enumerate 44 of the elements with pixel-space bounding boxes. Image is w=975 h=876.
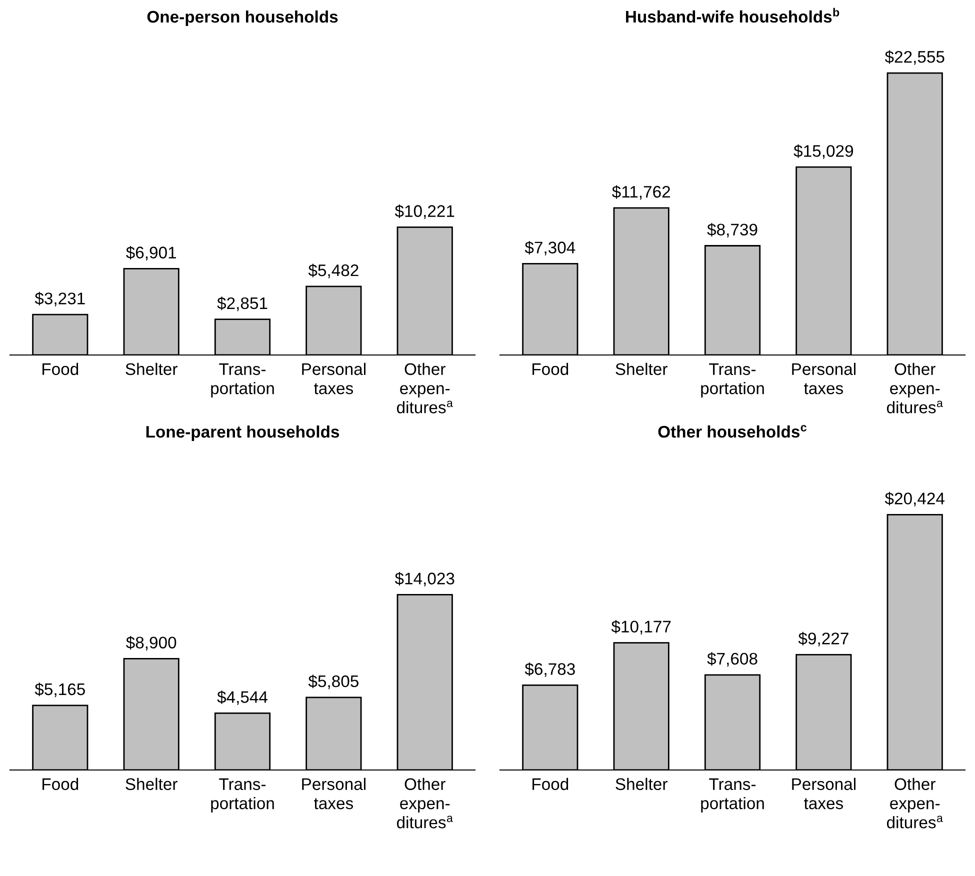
data-label: $6,783 [524,662,575,677]
x-tick-label: Food [42,778,78,790]
x-tick-label: Shelter [126,778,178,790]
x-tick-label: Shelter [616,778,668,790]
data-label: $15,029 [794,144,854,159]
data-label: $10,177 [611,620,671,634]
data-label: $10,221 [394,204,454,219]
x-tick-label: Other expen- ditures$^{a}$ [396,778,453,828]
x-tick-label: Trans- portation [701,363,764,398]
x-tick-label: Personal taxes [792,362,856,394]
data-label: $7,608 [707,652,758,667]
x-tick-label: Other expen- ditures$^{a}$ [886,362,943,414]
data-label: $5,482 [308,264,358,278]
x-tick-label: Other expen- ditures$^{a}$ [886,778,943,828]
x-tick-label: Shelter [126,362,178,376]
data-label: $11,762 [612,185,670,200]
chart-title: Lone-parent households [146,425,340,442]
data-label: $5,165 [34,682,85,698]
chart-title: Husband-wife households$^{b}$ [626,8,840,23]
x-tick-label: Trans- portation [211,778,274,813]
data-label: $5,805 [308,674,358,690]
data-label: $4,544 [217,690,268,705]
data-label: $7,304 [524,240,576,256]
x-tick-label: Food [42,362,78,376]
x-tick-label: Other expen- ditures$^{a}$ [396,362,453,414]
x-tick-label: Food [532,362,568,376]
data-label: $6,901 [126,246,176,260]
data-label: $2,851 [217,296,268,312]
x-tick-label: Trans- portation [701,778,764,813]
data-label: $8,739 [707,223,758,238]
chart-title: One-person households [147,10,338,26]
chart-title: Other households$^{c}$ [658,425,806,438]
x-tick-label: Trans- portation [211,363,274,398]
data-label: $20,424 [884,492,944,506]
x-tick-label: Shelter [616,362,668,376]
data-label: $9,227 [798,632,848,646]
data-label: $22,555 [884,50,944,65]
data-label: $14,023 [394,572,454,586]
x-tick-label: Personal taxes [302,778,366,810]
data-label: $3,231 [34,292,85,306]
data-label: $8,900 [126,636,176,650]
x-tick-label: Food [532,778,568,790]
x-tick-label: Personal taxes [302,362,366,394]
x-tick-label: Personal taxes [792,778,856,810]
